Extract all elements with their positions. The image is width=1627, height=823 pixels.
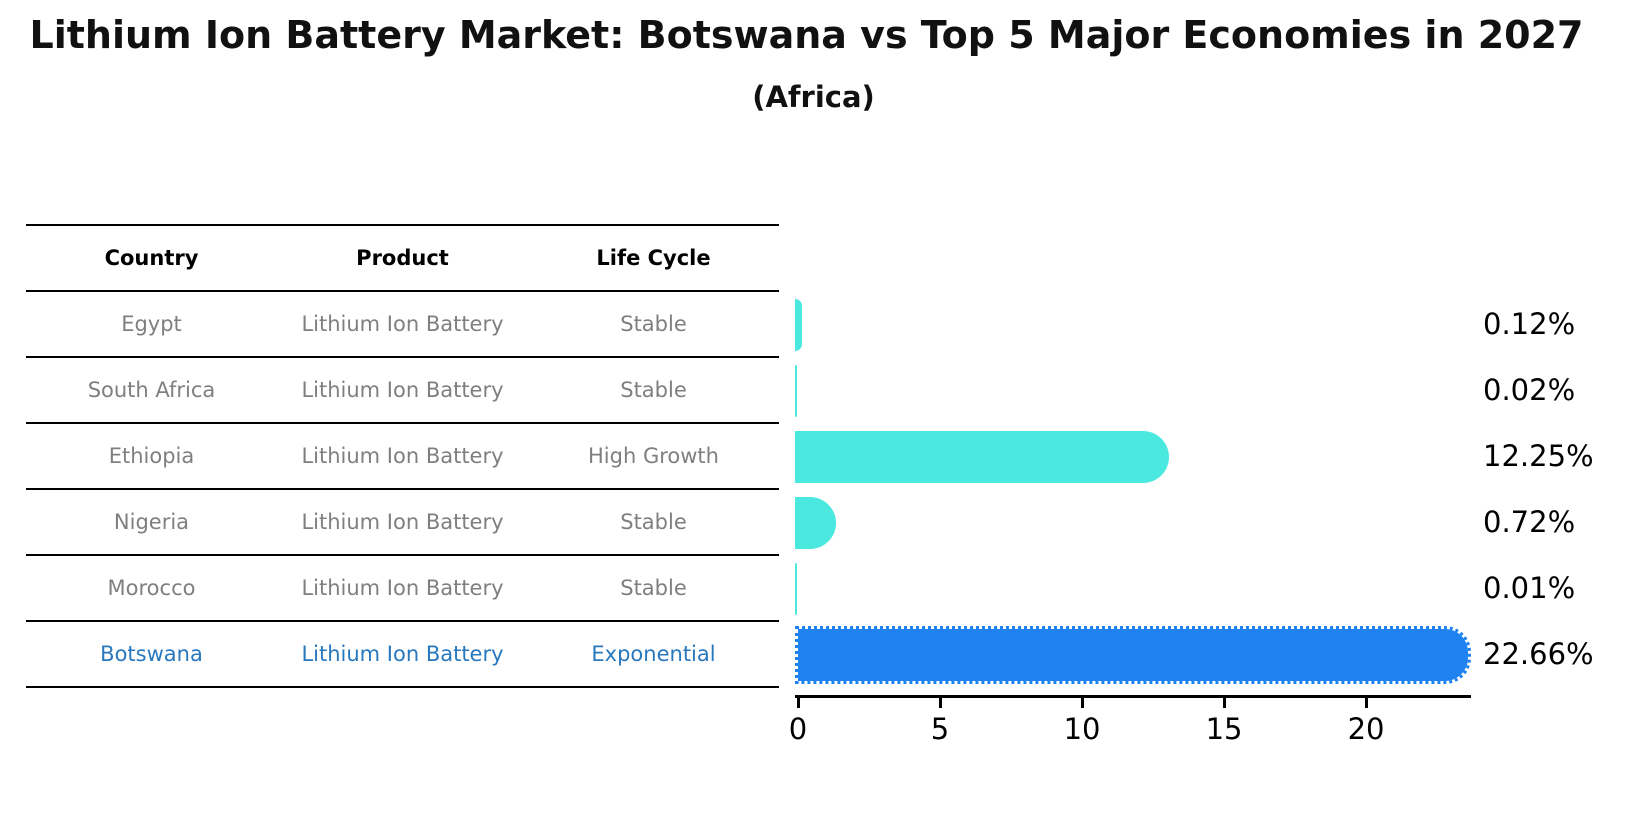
table-cell-country: Nigeria (113, 510, 190, 534)
table-cell-life-cycle: High Growth (588, 444, 719, 468)
table-row: Morocco Lithium Ion Battery Stable (26, 556, 779, 622)
value-label: 0.72% (1483, 505, 1576, 539)
value-label: 12.25% (1483, 439, 1594, 473)
table-cell-product: Lithium Ion Battery (301, 444, 504, 468)
bar-nigeria (795, 497, 836, 549)
x-axis-tick (1080, 695, 1084, 708)
x-axis-tick (796, 695, 800, 708)
table-cell-country: Ethiopia (108, 444, 195, 468)
table-row: Nigeria Lithium Ion Battery Stable (26, 490, 779, 556)
value-label: 22.66% (1483, 637, 1594, 671)
x-axis-tick-label: 10 (1063, 712, 1101, 746)
x-axis-tick (938, 695, 942, 708)
table-cell-life-cycle: Exponential (591, 642, 716, 666)
value-label: 0.01% (1483, 571, 1576, 605)
bar-botswana (795, 626, 1471, 684)
table-header-product: Product (356, 246, 449, 270)
table-cell-life-cycle: Stable (620, 378, 687, 402)
table-row: Egypt Lithium Ion Battery Stable (26, 292, 779, 358)
table-cell-country: South Africa (87, 378, 216, 402)
x-axis-tick-label: 15 (1205, 712, 1243, 746)
x-axis-tick (1364, 695, 1368, 708)
value-label: 0.02% (1483, 373, 1576, 407)
table-cell-life-cycle: Stable (620, 576, 687, 600)
x-axis-tick-label: 5 (930, 712, 950, 746)
table-cell-life-cycle: Stable (620, 510, 687, 534)
table-cell-product: Lithium Ion Battery (301, 510, 504, 534)
table-cell-product: Lithium Ion Battery (301, 312, 504, 336)
bar-egypt (795, 299, 802, 351)
chart-subtitle: (Africa) (752, 80, 875, 114)
table-row: Ethiopia Lithium Ion Battery High Growth (26, 424, 779, 490)
x-axis (795, 695, 1471, 698)
country-table: Country Product Life Cycle Egypt Lithium … (26, 224, 779, 688)
table-cell-life-cycle: Stable (620, 312, 687, 336)
x-axis-tick-label: 0 (788, 712, 808, 746)
table-cell-product: Lithium Ion Battery (301, 378, 504, 402)
table-cell-country: Egypt (121, 312, 182, 336)
table-cell-country: Botswana (100, 642, 203, 666)
bar-ethiopia (795, 431, 1169, 483)
table-cell-product: Lithium Ion Battery (301, 576, 504, 600)
bar-morocco (795, 563, 797, 615)
table-header-row: Country Product Life Cycle (26, 224, 779, 292)
x-axis-tick-label: 20 (1347, 712, 1385, 746)
chart-title: Lithium Ion Battery Market: Botswana vs … (29, 13, 1584, 57)
table-row: South Africa Lithium Ion Battery Stable (26, 358, 779, 424)
table-cell-country: Morocco (107, 576, 196, 600)
value-label: 0.12% (1483, 307, 1576, 341)
bar-south-africa (795, 365, 797, 417)
table-row: Botswana Lithium Ion Battery Exponential (26, 622, 779, 688)
table-cell-product: Lithium Ion Battery (301, 642, 504, 666)
table-header-life-cycle: Life Cycle (596, 246, 711, 270)
x-axis-tick (1222, 695, 1226, 708)
table-header-country: Country (104, 246, 199, 270)
table-body: Egypt Lithium Ion Battery Stable South Afri… (26, 292, 779, 688)
